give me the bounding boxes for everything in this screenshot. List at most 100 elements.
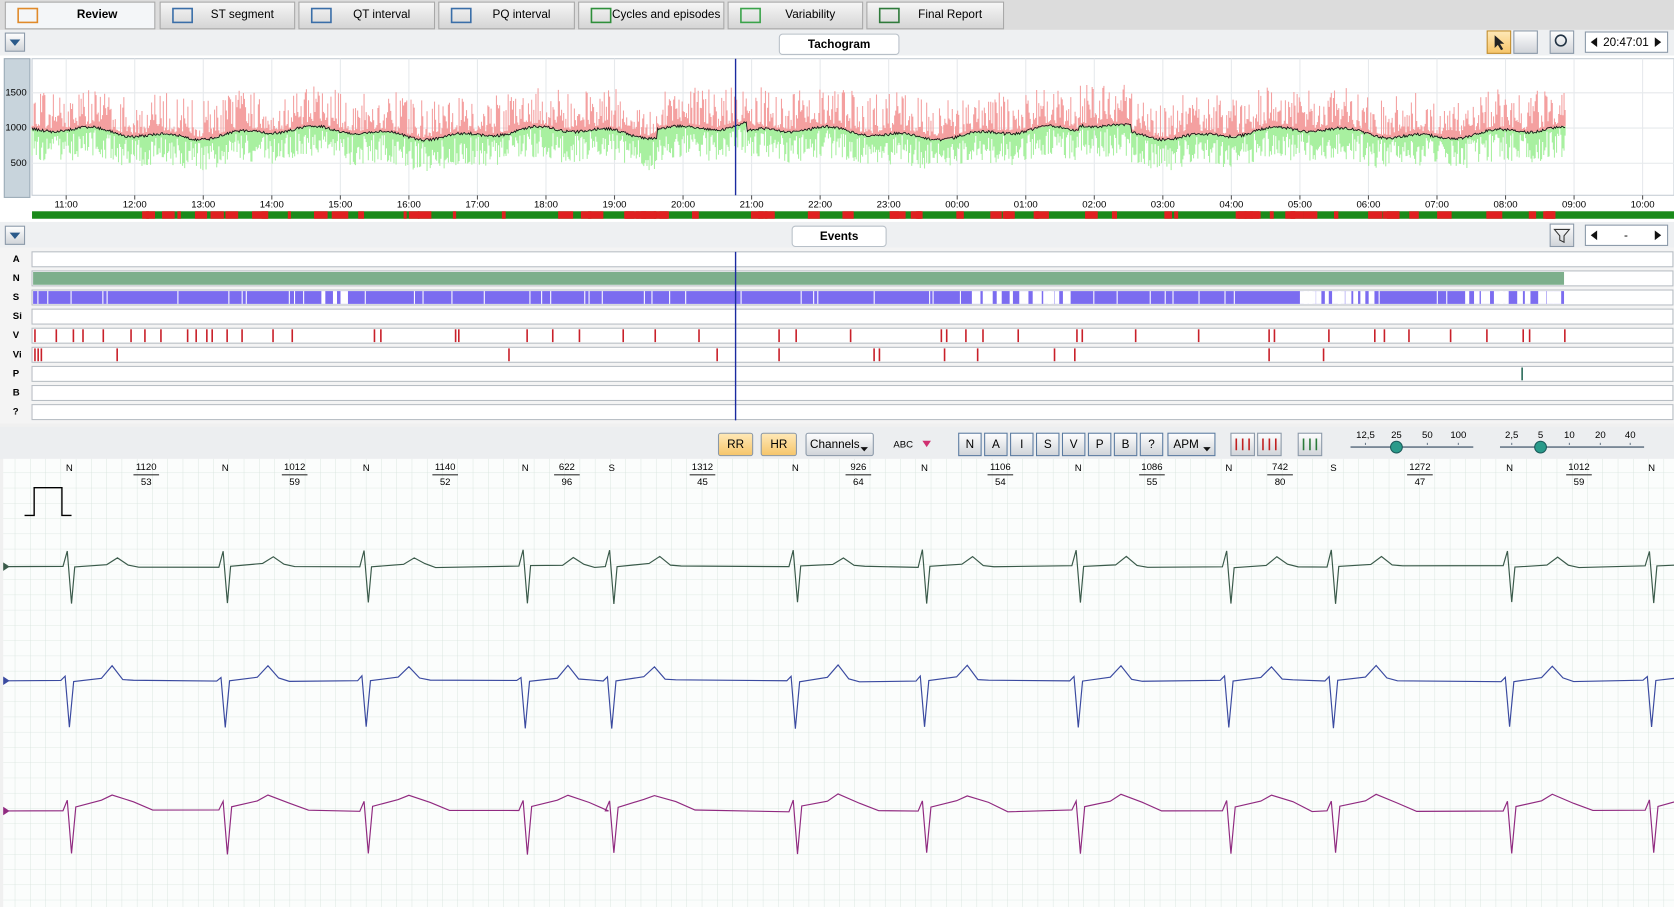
collapse-icon [9,39,21,46]
event-row [31,384,1674,402]
v-event [578,329,581,343]
event-row [31,327,1674,344]
tab-label: PQ interval [492,8,550,21]
class-button[interactable] [1087,432,1112,457]
tab[interactable] [298,1,436,30]
class-button[interactable] [1036,432,1060,457]
toolbar-button[interactable] [717,432,754,457]
sv-gap [873,291,875,304]
sv-gap [1224,291,1226,304]
artifact-segment [1528,211,1537,219]
time-box[interactable] [1584,31,1669,53]
v-event [945,329,948,343]
slider-label: 25 [1391,430,1402,441]
event-row [31,251,1674,268]
beat-label: N [222,463,229,474]
artifact-segment [1269,211,1274,219]
v-event [206,329,208,343]
sv-gap [1345,291,1352,304]
x-tick-label: 09:00 [1562,199,1586,210]
color-toggle[interactable] [922,440,931,448]
class-button[interactable] [1167,432,1216,457]
toolbar-button[interactable] [805,432,874,457]
tab[interactable] [866,1,1005,30]
artifact-segment [751,211,764,219]
x-tick-label: 22:00 [808,199,832,210]
sv-gap [1337,291,1345,304]
sv-gap [177,291,179,304]
events-tab [791,225,887,248]
sv-gap [1546,291,1554,304]
x-tick-label: 02:00 [1082,199,1106,210]
tab[interactable] [578,1,725,30]
sv-gap [685,291,687,304]
artifact-segment [142,211,156,219]
heart-rate: 59 [1574,477,1585,488]
normal-beats [33,271,1565,285]
artifact-segment [408,211,420,219]
sv-gap [959,291,961,304]
class-button[interactable] [1139,432,1164,457]
class-button[interactable] [1010,432,1034,457]
v-event [144,329,146,343]
artifact-segment [225,211,239,219]
tab[interactable] [159,1,296,30]
x-tick-label: 21:00 [740,199,764,210]
v-event [698,329,700,343]
sv-gap [1505,291,1509,304]
v-event [1081,329,1084,343]
beat-label: N [66,463,73,474]
sv-gap [996,291,1002,304]
sv-gap [37,291,39,304]
heart-rate: 45 [697,477,708,488]
rr-interval: 1140 [435,462,456,473]
rr-interval: 622 [559,462,575,473]
tab[interactable] [438,1,575,30]
v-event [186,329,189,343]
zoom-icon [1554,34,1567,47]
slider-knob[interactable] [1390,440,1403,454]
y-tick-label: 1000 [5,123,26,134]
abc-toggle[interactable]: ABC [893,439,913,450]
artifact-segment [1437,211,1452,219]
tab[interactable] [4,1,156,30]
toolbar-button[interactable] [760,432,797,457]
sv-gap [1116,291,1118,304]
artifact-segment [331,211,349,219]
heart-rate: 52 [440,477,451,488]
heart-rate: 55 [1147,477,1158,488]
slider-knob[interactable] [1534,440,1547,454]
class-button[interactable] [958,432,982,457]
vi-event [1053,348,1056,362]
event-row [31,365,1674,382]
sv-gap [813,291,815,304]
event-row-label: S [13,292,20,303]
v-event [226,329,228,343]
zoom-tool[interactable] [1549,30,1575,54]
class-button[interactable] [1061,432,1086,457]
events-title: Events [820,230,859,243]
v-event [849,329,852,343]
sv-gap [1517,291,1523,304]
event-row [31,308,1674,325]
tab[interactable] [727,1,864,30]
calibration-pulse [24,486,72,517]
class-button[interactable] [1113,432,1138,457]
sv-gap [740,291,742,304]
event-nav[interactable] [1584,224,1669,246]
sv-gap [1480,291,1491,304]
v-event [211,329,213,343]
filter-tool[interactable] [1549,223,1575,248]
sv-gap [228,291,230,304]
v-event [795,329,797,343]
v-event [102,329,105,343]
sv-gap [241,291,243,304]
lead-marker [3,562,10,571]
class-button[interactable] [984,432,1008,457]
beat-label: N [522,463,529,474]
artifact-segment [624,211,635,219]
artifact-segment [842,211,854,219]
select-tool[interactable] [1513,30,1538,54]
sv-gap [1493,291,1504,304]
sv-gap [364,291,366,304]
